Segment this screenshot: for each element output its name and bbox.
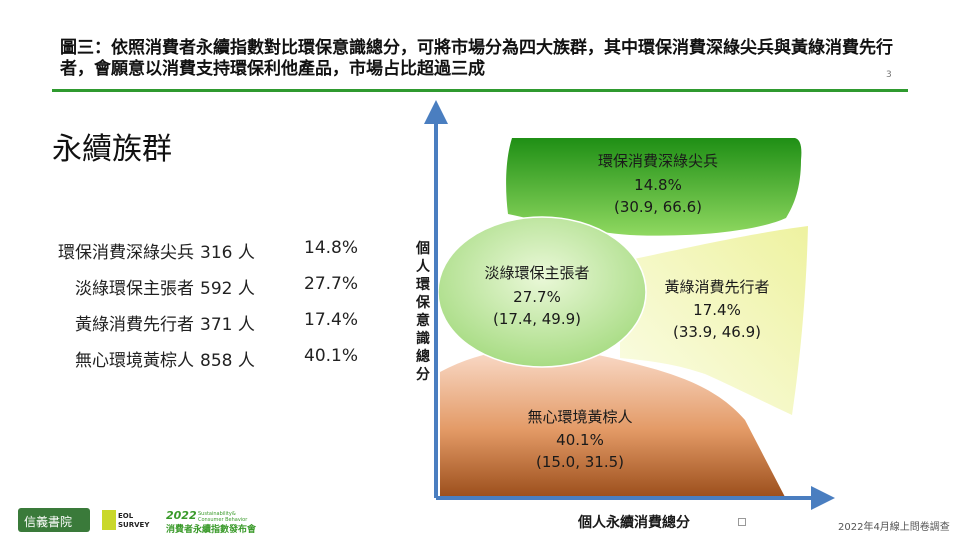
stat-name: 淡綠環保主張者 <box>75 279 194 299</box>
region-label-coords: (33.9, 46.9) <box>673 323 761 341</box>
region-deep-green <box>506 138 802 236</box>
stat-row: 無心環境黃棕人 858 人 40.1% <box>52 342 372 378</box>
region-label-coords: (17.4, 49.9) <box>493 310 581 328</box>
logo-eol-survey: EOL SURVEY <box>102 510 150 530</box>
segment-stats-list: 環保消費深綠尖兵 316 人 14.8% 淡綠環保主張者 592 人 27.7%… <box>52 234 372 378</box>
region-label-name: 黃綠消費先行者 <box>664 278 769 296</box>
region-label-name: 環保消費深綠尖兵 <box>598 152 718 170</box>
region-label-coords: (15.0, 31.5) <box>536 453 624 471</box>
svg-text:Consumer Behavior: Consumer Behavior <box>198 517 248 523</box>
section-title: 永續族群 <box>52 132 172 167</box>
stat-percent: 27.7% <box>304 274 359 294</box>
stat-percent: 17.4% <box>304 310 359 330</box>
logo-2022-event: 2022 Sustainability& Consumer Behavior 消… <box>166 509 257 535</box>
svg-text:消費者永續指數發布會: 消費者永續指數發布會 <box>166 523 257 535</box>
svg-text:信義書院: 信義書院 <box>24 514 72 529</box>
x-axis-label: 個人永續消費總分 <box>578 515 690 531</box>
source-note: 2022年4月線上問卷調查 <box>838 522 950 533</box>
header-divider <box>52 89 908 92</box>
region-label-name: 無心環境黃棕人 <box>527 408 632 426</box>
y-axis-label: 個人環保意識總分 <box>416 241 430 383</box>
region-yellow-brown <box>440 348 785 497</box>
svg-text:SURVEY: SURVEY <box>118 521 150 529</box>
region-label-name: 淡綠環保主張者 <box>484 264 589 282</box>
stat-row: 黃綠消費先行者 371 人 17.4% <box>52 306 372 342</box>
stat-row: 環保消費深綠尖兵 316 人 14.8% <box>52 234 372 270</box>
region-yellow-green <box>620 226 808 415</box>
stat-row: 淡綠環保主張者 592 人 27.7% <box>52 270 372 306</box>
footer-logos: 信義書院 EOL SURVEY 2022 Sustainability& Con… <box>18 508 257 535</box>
region-label-percent: 40.1% <box>556 431 604 449</box>
svg-text:EOL: EOL <box>118 512 134 520</box>
stat-name: 無心環境黃棕人 <box>75 351 194 371</box>
page-number: 3 <box>886 70 892 80</box>
logo-xinyi: 信義書院 <box>18 508 90 532</box>
svg-text:2022: 2022 <box>166 509 197 522</box>
stat-count: 858 人 <box>200 351 255 371</box>
stat-count: 592 人 <box>200 279 255 299</box>
stat-percent: 14.8% <box>304 238 359 258</box>
stat-name: 環保消費深綠尖兵 <box>58 243 194 263</box>
region-label-percent: 17.4% <box>693 301 741 319</box>
page-header: 圖三：依照消費者永續指數對比環保意識總分，可將市場分為四大族群，其中環保消費深綠… <box>60 38 893 79</box>
stat-percent: 40.1% <box>304 346 359 366</box>
stat-count: 316 人 <box>200 243 255 263</box>
region-label-percent: 14.8% <box>634 176 682 194</box>
svg-text:Sustainability&: Sustainability& <box>198 511 236 517</box>
stat-count: 371 人 <box>200 315 255 335</box>
stat-name: 黃綠消費先行者 <box>75 315 194 335</box>
region-label-coords: (30.9, 66.6) <box>614 198 702 216</box>
region-label-percent: 27.7% <box>513 288 561 306</box>
placeholder-box <box>738 518 746 526</box>
